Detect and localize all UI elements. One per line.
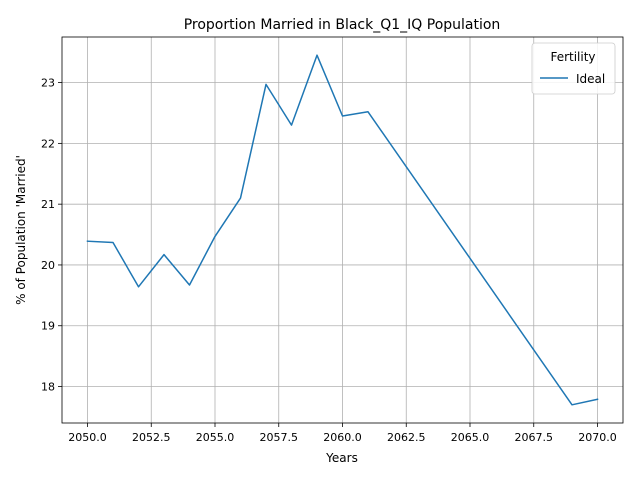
grid-lines [62, 37, 623, 423]
x-axis-ticks: 2050.0 2052.5 2055.0 2057.5 2060.0 2062.5 2065… [68, 423, 617, 444]
series-layer [86, 54, 599, 406]
x-tick-label: 2060.0 [323, 431, 362, 444]
x-tick-label: 2070.0 [578, 431, 617, 444]
y-tick-label: 21 [41, 198, 55, 211]
y-tick-label: 18 [41, 381, 55, 394]
legend-title: Fertility [550, 50, 595, 64]
x-tick-label: 2065.0 [451, 431, 490, 444]
x-tick-label: 2052.5 [132, 431, 171, 444]
y-tick-label: 20 [41, 259, 55, 272]
chart-title: Proportion Married in Black_Q1_IQ Popula… [184, 17, 501, 33]
x-tick-label: 2055.0 [196, 431, 235, 444]
x-tick-label: 2050.0 [68, 431, 107, 444]
x-tick-label: 2057.5 [260, 431, 299, 444]
x-axis-label: Years [325, 451, 358, 465]
y-tick-label: 23 [41, 77, 55, 90]
x-tick-label: 2067.5 [515, 431, 554, 444]
legend: Fertility Ideal [531, 42, 616, 95]
y-tick-label: 19 [41, 320, 55, 333]
y-tick-label: 22 [41, 137, 55, 150]
y-axis-label: % of Population 'Married' [14, 155, 28, 305]
legend-label-ideal: Ideal [576, 72, 605, 86]
x-tick-label: 2062.5 [387, 431, 426, 444]
legend-box [531, 42, 616, 95]
series-line-ideal [86, 54, 599, 406]
y-axis-ticks: 18 19 20 21 22 23 [41, 77, 62, 394]
